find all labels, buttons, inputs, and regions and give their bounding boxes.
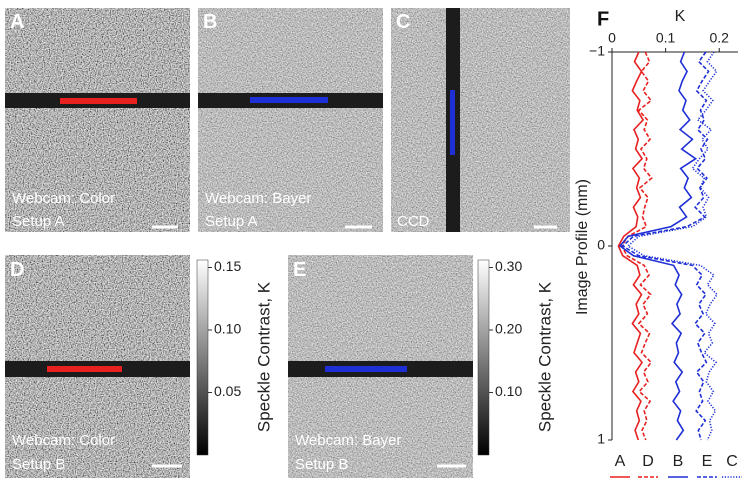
caption: Webcam: Color [12, 190, 115, 207]
legend-label: E [702, 453, 713, 470]
legend-label: A [615, 453, 626, 470]
panel-label: F [597, 8, 609, 30]
colorbar-tick-label: 0.20 [495, 321, 522, 337]
speckle-image [391, 8, 570, 232]
caption: Setup B [12, 456, 65, 473]
colorbar-label: Speckle Contrast, K [254, 281, 273, 432]
panel-d: D Webcam: Color Setup B [5, 255, 190, 478]
colorbar-tick-label: 0.10 [495, 383, 522, 399]
x-tick-label: 0 [608, 30, 616, 46]
x-tick-label: 0.1 [656, 30, 676, 46]
caption: Setup A [12, 213, 65, 230]
colorbar-tick-label: 0.15 [214, 258, 241, 274]
panel-label: E [293, 259, 306, 281]
profile-bar [60, 98, 137, 104]
panel-label: D [10, 259, 24, 281]
caption: Setup A [205, 213, 258, 230]
panel-b: B Webcam: Bayer Setup A [198, 8, 383, 232]
panel-label: C [396, 11, 410, 33]
y-tick-label: 0 [597, 237, 605, 253]
profile-line [621, 51, 710, 441]
profile-line [617, 51, 645, 441]
x-tick-label: 0.2 [709, 30, 729, 46]
colorbar-label: Speckle Contrast, K [535, 281, 554, 432]
colorbar-tick-label: 0.30 [495, 258, 522, 274]
caption: Webcam: Bayer [295, 432, 401, 449]
panel-c: C CCD [391, 8, 570, 232]
caption: CCD [397, 213, 430, 230]
profile-line [618, 51, 698, 441]
panel-label: B [203, 11, 217, 33]
speckle-image [5, 8, 190, 232]
panel-a: A Webcam: Color Setup A [5, 8, 190, 232]
y-tick-label: −1 [589, 43, 605, 59]
profile-bar [250, 97, 328, 103]
caption: Setup B [295, 456, 348, 473]
profile-bar [325, 366, 407, 372]
legend-label: B [673, 453, 684, 470]
colorbar [477, 259, 490, 456]
panel-label: A [10, 11, 24, 33]
y-axis-label: Image Profile (mm) [574, 179, 591, 315]
caption: Webcam: Bayer [205, 190, 311, 207]
colorbar-tick-label: 0.05 [214, 383, 241, 399]
x-axis-label: K [675, 8, 686, 25]
profile-line [626, 51, 719, 441]
legend-label: C [726, 453, 738, 470]
panel-e: E Webcam: Bayer Setup B [288, 255, 473, 478]
profile-bar [47, 366, 122, 372]
colorbar-tick-label: 0.10 [214, 321, 241, 337]
legend-label: D [642, 453, 654, 470]
y-tick-label: 1 [597, 431, 605, 447]
profile-bar [450, 90, 455, 155]
colorbar [196, 259, 209, 456]
caption: Webcam: Color [12, 432, 115, 449]
speckle-image [198, 8, 383, 232]
